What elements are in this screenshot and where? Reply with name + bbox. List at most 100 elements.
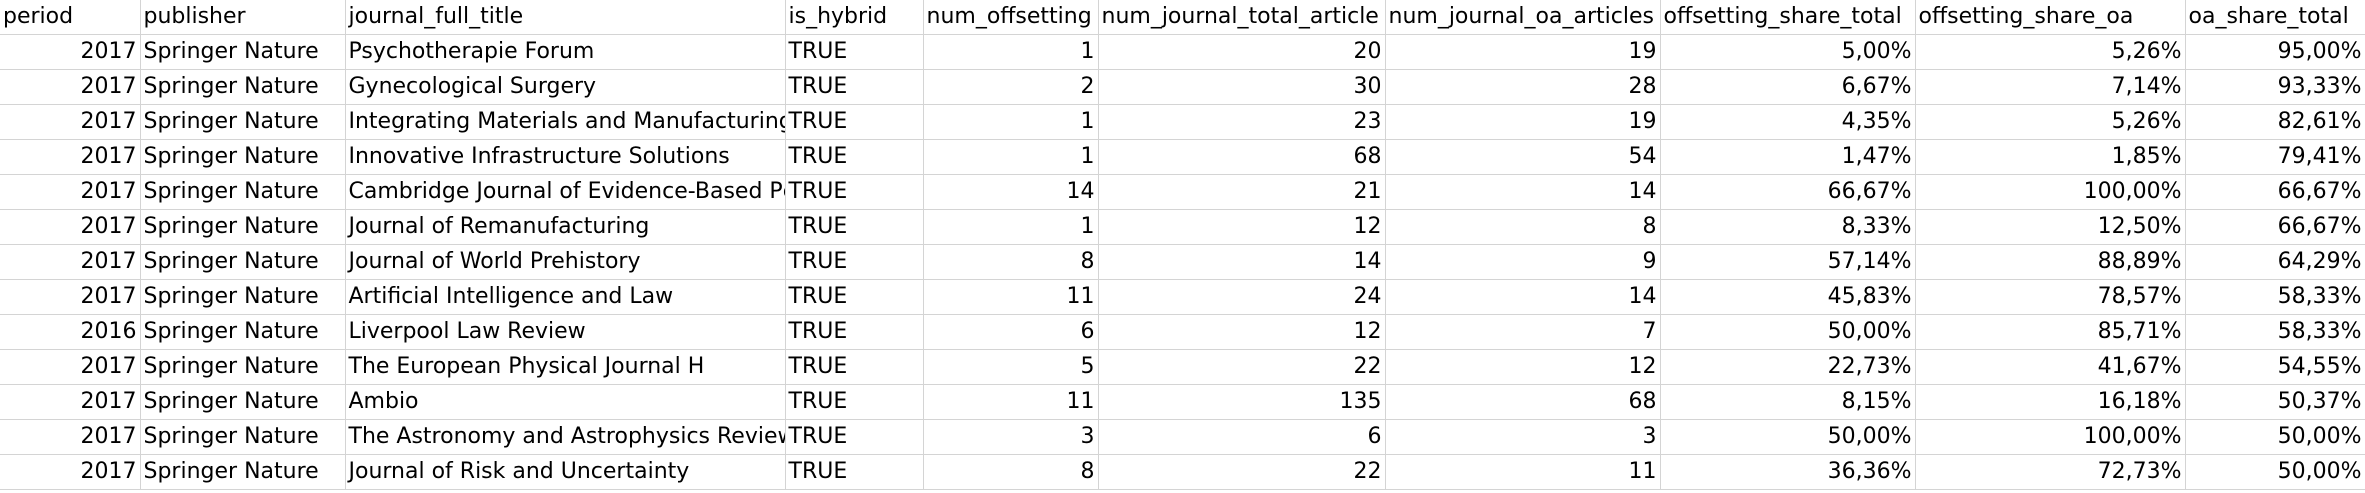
- is-hybrid-cell[interactable]: TRUE: [785, 279, 924, 315]
- publisher-cell[interactable]: Springer Nature: [140, 209, 346, 245]
- is-hybrid-cell[interactable]: TRUE: [785, 174, 924, 210]
- offsetting-share-total-cell[interactable]: 6,67%: [1660, 69, 1916, 105]
- is-hybrid-cell[interactable]: TRUE: [785, 69, 924, 105]
- journal-title-cell[interactable]: Innovative Infrastructure Solutions: [345, 139, 786, 175]
- num-offsetting-header-cell[interactable]: num_offsetting: [923, 0, 1099, 35]
- offsetting-share-oa-cell[interactable]: 78,57%: [1915, 279, 2186, 315]
- is-hybrid-cell[interactable]: TRUE: [785, 454, 924, 490]
- num-total-articles-cell[interactable]: 20: [1098, 34, 1386, 70]
- num-offsetting-cell[interactable]: 11: [923, 384, 1099, 420]
- num-oa-articles-cell[interactable]: 12: [1385, 349, 1661, 385]
- oa-share-total-cell[interactable]: 54,55%: [2185, 349, 2365, 385]
- num-oa-articles-cell[interactable]: 8: [1385, 209, 1661, 245]
- num-total-articles-cell[interactable]: 135: [1098, 384, 1386, 420]
- oa-share-total-cell[interactable]: 93,33%: [2185, 69, 2365, 105]
- offsetting-share-total-header-cell[interactable]: offsetting_share_total: [1660, 0, 1916, 35]
- num-total-articles-cell[interactable]: 22: [1098, 349, 1386, 385]
- oa-share-total-cell[interactable]: 66,67%: [2185, 174, 2365, 210]
- num-oa-articles-cell[interactable]: 9: [1385, 244, 1661, 280]
- num-oa-articles-cell[interactable]: 19: [1385, 104, 1661, 140]
- publisher-cell[interactable]: Springer Nature: [140, 279, 346, 315]
- offsetting-share-total-cell[interactable]: 66,67%: [1660, 174, 1916, 210]
- oa-share-total-cell[interactable]: 50,00%: [2185, 419, 2365, 455]
- is-hybrid-cell[interactable]: TRUE: [785, 314, 924, 350]
- num-oa-articles-header-cell[interactable]: num_journal_oa_articles: [1385, 0, 1661, 35]
- offsetting-share-total-cell[interactable]: 50,00%: [1660, 419, 1916, 455]
- oa-share-total-cell[interactable]: 66,67%: [2185, 209, 2365, 245]
- offsetting-share-total-cell[interactable]: 57,14%: [1660, 244, 1916, 280]
- num-offsetting-cell[interactable]: 14: [923, 174, 1099, 210]
- offsetting-share-oa-cell[interactable]: 100,00%: [1915, 419, 2186, 455]
- num-oa-articles-cell[interactable]: 11: [1385, 454, 1661, 490]
- is-hybrid-cell[interactable]: TRUE: [785, 139, 924, 175]
- is-hybrid-cell[interactable]: TRUE: [785, 104, 924, 140]
- offsetting-share-total-cell[interactable]: 22,73%: [1660, 349, 1916, 385]
- period-cell[interactable]: 2017: [0, 34, 141, 70]
- publisher-cell[interactable]: Springer Nature: [140, 454, 346, 490]
- journal-title-cell[interactable]: The European Physical Journal H: [345, 349, 786, 385]
- publisher-header-cell[interactable]: publisher: [140, 0, 346, 35]
- oa-share-total-cell[interactable]: 79,41%: [2185, 139, 2365, 175]
- num-oa-articles-cell[interactable]: 7: [1385, 314, 1661, 350]
- num-total-articles-cell[interactable]: 12: [1098, 209, 1386, 245]
- journal-title-cell[interactable]: Ambio: [345, 384, 786, 420]
- oa-share-total-cell[interactable]: 50,00%: [2185, 454, 2365, 490]
- offsetting-share-oa-header-cell[interactable]: offsetting_share_oa: [1915, 0, 2186, 35]
- num-offsetting-cell[interactable]: 3: [923, 419, 1099, 455]
- publisher-cell[interactable]: Springer Nature: [140, 139, 346, 175]
- num-total-articles-cell[interactable]: 23: [1098, 104, 1386, 140]
- publisher-cell[interactable]: Springer Nature: [140, 419, 346, 455]
- offsetting-share-total-cell[interactable]: 8,33%: [1660, 209, 1916, 245]
- num-oa-articles-cell[interactable]: 19: [1385, 34, 1661, 70]
- period-cell[interactable]: 2017: [0, 139, 141, 175]
- publisher-cell[interactable]: Springer Nature: [140, 244, 346, 280]
- journal-title-cell[interactable]: Journal of Risk and Uncertainty: [345, 454, 786, 490]
- num-offsetting-cell[interactable]: 6: [923, 314, 1099, 350]
- num-offsetting-cell[interactable]: 5: [923, 349, 1099, 385]
- journal-title-cell[interactable]: Gynecological Surgery: [345, 69, 786, 105]
- is-hybrid-cell[interactable]: TRUE: [785, 419, 924, 455]
- journal-title-cell[interactable]: Journal of World Prehistory: [345, 244, 786, 280]
- period-cell[interactable]: 2017: [0, 384, 141, 420]
- num-total-articles-cell[interactable]: 30: [1098, 69, 1386, 105]
- offsetting-share-total-cell[interactable]: 4,35%: [1660, 104, 1916, 140]
- period-cell[interactable]: 2017: [0, 454, 141, 490]
- offsetting-share-oa-cell[interactable]: 7,14%: [1915, 69, 2186, 105]
- is-hybrid-cell[interactable]: TRUE: [785, 34, 924, 70]
- num-offsetting-cell[interactable]: 1: [923, 104, 1099, 140]
- period-cell[interactable]: 2016: [0, 314, 141, 350]
- journal-title-cell[interactable]: Cambridge Journal of Evidence-Based Pc: [345, 174, 786, 210]
- oa-share-total-cell[interactable]: 82,61%: [2185, 104, 2365, 140]
- publisher-cell[interactable]: Springer Nature: [140, 349, 346, 385]
- num-offsetting-cell[interactable]: 1: [923, 34, 1099, 70]
- num-total-articles-cell[interactable]: 6: [1098, 419, 1386, 455]
- publisher-cell[interactable]: Springer Nature: [140, 314, 346, 350]
- num-offsetting-cell[interactable]: 1: [923, 139, 1099, 175]
- num-oa-articles-cell[interactable]: 14: [1385, 174, 1661, 210]
- offsetting-share-oa-cell[interactable]: 12,50%: [1915, 209, 2186, 245]
- publisher-cell[interactable]: Springer Nature: [140, 384, 346, 420]
- num-total-articles-cell[interactable]: 24: [1098, 279, 1386, 315]
- is-hybrid-cell[interactable]: TRUE: [785, 384, 924, 420]
- is-hybrid-cell[interactable]: TRUE: [785, 209, 924, 245]
- journal-title-cell[interactable]: The Astronomy and Astrophysics Review: [345, 419, 786, 455]
- oa-share-total-cell[interactable]: 58,33%: [2185, 314, 2365, 350]
- oa-share-total-cell[interactable]: 95,00%: [2185, 34, 2365, 70]
- num-total-articles-cell[interactable]: 22: [1098, 454, 1386, 490]
- num-oa-articles-cell[interactable]: 54: [1385, 139, 1661, 175]
- period-cell[interactable]: 2017: [0, 279, 141, 315]
- num-offsetting-cell[interactable]: 1: [923, 209, 1099, 245]
- num-total-articles-cell[interactable]: 21: [1098, 174, 1386, 210]
- period-cell[interactable]: 2017: [0, 419, 141, 455]
- num-offsetting-cell[interactable]: 8: [923, 454, 1099, 490]
- offsetting-share-total-cell[interactable]: 1,47%: [1660, 139, 1916, 175]
- offsetting-share-oa-cell[interactable]: 72,73%: [1915, 454, 2186, 490]
- num-total-articles-cell[interactable]: 68: [1098, 139, 1386, 175]
- publisher-cell[interactable]: Springer Nature: [140, 69, 346, 105]
- period-cell[interactable]: 2017: [0, 174, 141, 210]
- num-oa-articles-cell[interactable]: 14: [1385, 279, 1661, 315]
- num-total-articles-cell[interactable]: 12: [1098, 314, 1386, 350]
- num-oa-articles-cell[interactable]: 68: [1385, 384, 1661, 420]
- offsetting-share-total-cell[interactable]: 8,15%: [1660, 384, 1916, 420]
- num-offsetting-cell[interactable]: 2: [923, 69, 1099, 105]
